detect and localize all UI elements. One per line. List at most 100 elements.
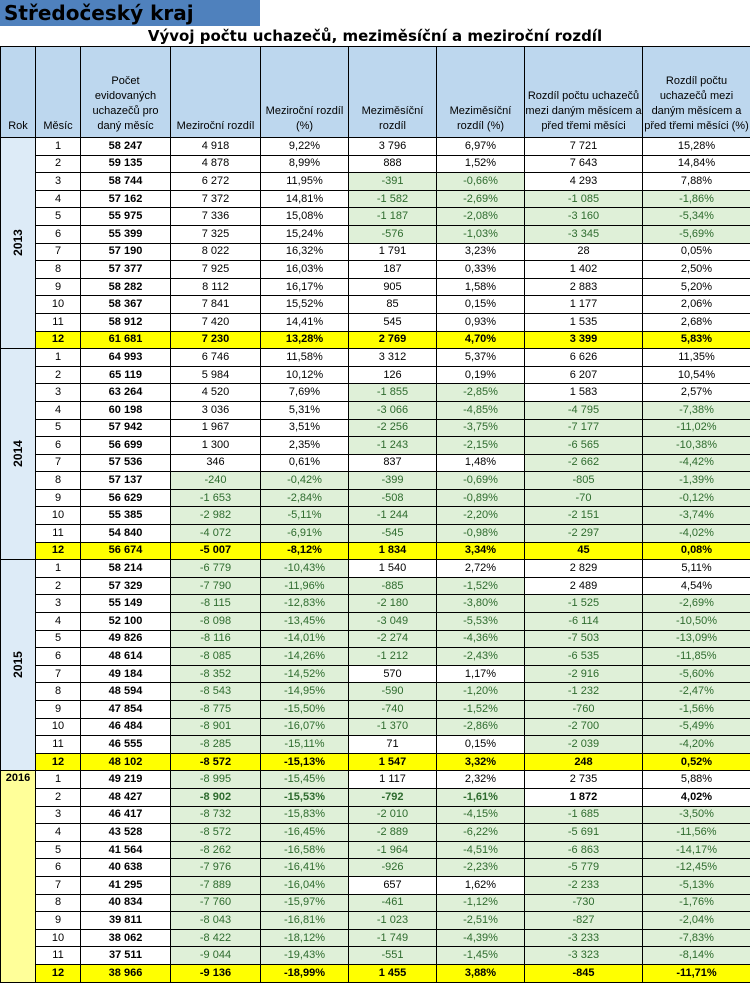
yoy-pct-cell: 8,99% bbox=[261, 155, 349, 173]
mom-diff-cell: -1 370 bbox=[349, 718, 437, 736]
three-month-pct-cell: -1,76% bbox=[643, 894, 750, 912]
month-cell: 6 bbox=[36, 225, 81, 243]
yoy-pct-cell: -11,96% bbox=[261, 577, 349, 595]
yoy-diff-cell: -8 115 bbox=[171, 595, 261, 613]
three-month-diff-cell: 7 721 bbox=[525, 138, 643, 156]
mom-diff-cell: -576 bbox=[349, 225, 437, 243]
mom-diff-cell: -1 749 bbox=[349, 929, 437, 947]
count-cell: 58 282 bbox=[81, 278, 171, 296]
count-cell: 39 811 bbox=[81, 912, 171, 930]
count-cell: 40 638 bbox=[81, 859, 171, 877]
year-cell: 2014 bbox=[1, 349, 36, 560]
yoy-pct-cell: -13,45% bbox=[261, 613, 349, 631]
count-cell: 49 826 bbox=[81, 630, 171, 648]
three-month-pct-cell: -5,34% bbox=[643, 208, 750, 226]
three-month-diff-cell: -1 525 bbox=[525, 595, 643, 613]
count-cell: 52 100 bbox=[81, 613, 171, 631]
mom-pct-cell: 3,23% bbox=[437, 243, 525, 261]
count-cell: 46 484 bbox=[81, 718, 171, 736]
mom-pct-cell: 0,19% bbox=[437, 366, 525, 384]
yoy-pct-cell: 15,24% bbox=[261, 225, 349, 243]
count-cell: 40 834 bbox=[81, 894, 171, 912]
mom-diff-cell: -926 bbox=[349, 859, 437, 877]
year-label: 2014 bbox=[10, 440, 25, 467]
mom-pct-cell: 3,32% bbox=[437, 753, 525, 771]
three-month-pct-cell: -11,71% bbox=[643, 964, 750, 982]
yoy-diff-cell: 7 325 bbox=[171, 225, 261, 243]
table-title: Vývoj počtu uchazečů, meziměsíční a mezi… bbox=[0, 26, 750, 46]
three-month-diff-cell: -2 297 bbox=[525, 525, 643, 543]
mom-diff-cell: -2 180 bbox=[349, 595, 437, 613]
three-month-diff-cell: -2 662 bbox=[525, 454, 643, 472]
yoy-pct-cell: -15,45% bbox=[261, 771, 349, 789]
count-cell: 49 219 bbox=[81, 771, 171, 789]
count-cell: 49 184 bbox=[81, 665, 171, 683]
three-month-pct-cell: -5,49% bbox=[643, 718, 750, 736]
month-cell: 9 bbox=[36, 489, 81, 507]
three-month-pct-cell: -10,38% bbox=[643, 437, 750, 455]
mom-pct-cell: -2,23% bbox=[437, 859, 525, 877]
mom-pct-cell: 3,88% bbox=[437, 964, 525, 982]
three-month-diff-cell: 45 bbox=[525, 542, 643, 560]
mom-diff-cell: -740 bbox=[349, 701, 437, 719]
mom-pct-cell: -2,15% bbox=[437, 437, 525, 455]
three-month-diff-cell: 2 489 bbox=[525, 577, 643, 595]
yoy-diff-cell: 4 520 bbox=[171, 384, 261, 402]
three-month-pct-cell: -11,02% bbox=[643, 419, 750, 437]
mom-pct-cell: -3,80% bbox=[437, 595, 525, 613]
three-month-pct-cell: 0,52% bbox=[643, 753, 750, 771]
yoy-pct-cell: 16,32% bbox=[261, 243, 349, 261]
mom-pct-cell: -1,52% bbox=[437, 701, 525, 719]
count-cell: 55 399 bbox=[81, 225, 171, 243]
mom-diff-cell: 1 547 bbox=[349, 753, 437, 771]
yoy-diff-cell: -8 285 bbox=[171, 736, 261, 754]
mom-pct-cell: 2,72% bbox=[437, 560, 525, 578]
mom-pct-cell: -2,51% bbox=[437, 912, 525, 930]
month-cell: 11 bbox=[36, 313, 81, 331]
three-month-pct-cell: -2,69% bbox=[643, 595, 750, 613]
yoy-pct-cell: 0,61% bbox=[261, 454, 349, 472]
yoy-pct-cell: -15,13% bbox=[261, 753, 349, 771]
three-month-pct-cell: -12,45% bbox=[643, 859, 750, 877]
yoy-pct-cell: 13,28% bbox=[261, 331, 349, 349]
three-month-diff-cell: 1 872 bbox=[525, 788, 643, 806]
count-cell: 43 528 bbox=[81, 824, 171, 842]
month-cell: 11 bbox=[36, 947, 81, 965]
three-month-diff-cell: -7 177 bbox=[525, 419, 643, 437]
count-cell: 47 854 bbox=[81, 701, 171, 719]
three-month-pct-cell: -4,20% bbox=[643, 736, 750, 754]
yoy-pct-cell: -18,99% bbox=[261, 964, 349, 982]
mom-diff-cell: -1 964 bbox=[349, 841, 437, 859]
mom-diff-cell: -590 bbox=[349, 683, 437, 701]
yoy-diff-cell: -8 262 bbox=[171, 841, 261, 859]
count-cell: 41 295 bbox=[81, 876, 171, 894]
month-cell: 11 bbox=[36, 736, 81, 754]
mom-pct-cell: 0,15% bbox=[437, 296, 525, 314]
yoy-diff-cell: 8 112 bbox=[171, 278, 261, 296]
header-row: Rok Měsíc Počet evidovaných uchazečů pro… bbox=[1, 47, 750, 138]
data-table: Rok Měsíc Počet evidovaných uchazečů pro… bbox=[0, 46, 750, 983]
yoy-diff-cell: 7 841 bbox=[171, 296, 261, 314]
month-cell: 9 bbox=[36, 701, 81, 719]
month-cell: 6 bbox=[36, 648, 81, 666]
yoy-pct-cell: -16,41% bbox=[261, 859, 349, 877]
three-month-diff-cell: -4 795 bbox=[525, 401, 643, 419]
mom-pct-cell: -1,61% bbox=[437, 788, 525, 806]
three-month-pct-cell: -3,50% bbox=[643, 806, 750, 824]
yoy-diff-cell: -8 732 bbox=[171, 806, 261, 824]
yoy-diff-cell: -8 543 bbox=[171, 683, 261, 701]
mom-diff-cell: 545 bbox=[349, 313, 437, 331]
three-month-diff-cell: 2 829 bbox=[525, 560, 643, 578]
count-cell: 61 681 bbox=[81, 331, 171, 349]
header-mezimesicni-pct: Meziměsíční rozdíl (%) bbox=[437, 47, 525, 138]
mom-pct-cell: 1,48% bbox=[437, 454, 525, 472]
yoy-diff-cell: -8 043 bbox=[171, 912, 261, 930]
mom-diff-cell: 888 bbox=[349, 155, 437, 173]
